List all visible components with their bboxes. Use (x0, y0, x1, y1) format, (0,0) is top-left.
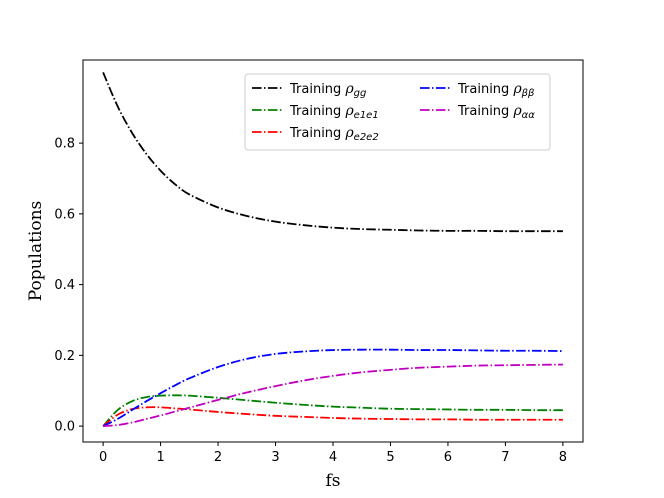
series-line-5 (103, 363, 563, 427)
legend-label: Training ρe2e2 (289, 125, 379, 143)
legend: Training ρgg Training ρe1e1 Training ρe2e2… (244, 73, 551, 151)
series-line-1 (102, 72, 563, 233)
series-line-2 (102, 394, 563, 427)
x-tick-label: 1 (156, 450, 164, 465)
x-tick-label: 4 (329, 450, 337, 465)
legend-label: Training ρgg (289, 81, 366, 99)
series-layer (102, 72, 563, 427)
y-axis: 0.0 0.2 0.4 0.6 0.8 (54, 137, 83, 435)
x-tick-label: 5 (386, 450, 394, 465)
x-tick-label: 7 (501, 450, 509, 465)
x-tick-label: 6 (444, 450, 452, 465)
y-axis-title: Populations (26, 201, 46, 302)
legend-box (244, 73, 551, 151)
y-tick-label: 0.2 (54, 349, 75, 364)
x-tick-label: 2 (214, 450, 222, 465)
x-tick-label: 8 (559, 450, 567, 465)
x-axis: 0 1 2 3 4 5 6 7 8 (99, 442, 567, 465)
y-tick-label: 0.8 (54, 137, 75, 152)
y-tick-label: 0.4 (54, 278, 75, 293)
legend-label: Training ραα (457, 103, 535, 121)
legend-label: Training ρe1e1 (289, 103, 379, 121)
x-axis-title: fs (325, 471, 340, 491)
y-tick-label: 0.0 (54, 420, 75, 435)
x-tick-label: 0 (99, 450, 107, 465)
series-line-3 (102, 406, 563, 427)
series-line-4 (102, 348, 563, 427)
legend-label: Training ρββ (457, 81, 535, 99)
y-tick-label: 0.6 (54, 207, 75, 222)
x-tick-label: 3 (271, 450, 279, 465)
